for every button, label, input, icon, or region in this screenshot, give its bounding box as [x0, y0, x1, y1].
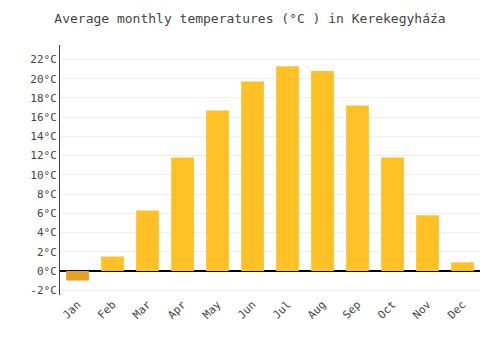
svg-text:18°C: 18°C [30, 92, 57, 105]
svg-text:Mar: Mar [130, 298, 154, 322]
svg-text:Oct: Oct [375, 298, 398, 321]
svg-text:22°C: 22°C [30, 53, 57, 66]
svg-text:10°C: 10°C [30, 169, 57, 182]
svg-text:8°C: 8°C [37, 188, 57, 201]
svg-text:20°C: 20°C [30, 73, 57, 86]
svg-text:16°C: 16°C [30, 111, 57, 124]
svg-text:2°C: 2°C [37, 246, 57, 259]
svg-text:Jun: Jun [235, 298, 258, 321]
svg-text:Jul: Jul [270, 298, 293, 321]
svg-text:4°C: 4°C [37, 226, 57, 239]
svg-text:May: May [200, 298, 224, 322]
svg-text:Average monthly temperatures (: Average monthly temperatures (°C ) in Ke… [54, 11, 445, 26]
svg-text:6°C: 6°C [37, 207, 57, 220]
svg-text:12°C: 12°C [30, 149, 57, 162]
svg-text:Sep: Sep [340, 298, 363, 321]
svg-text:Nov: Nov [410, 298, 434, 322]
svg-text:Jan: Jan [60, 298, 83, 321]
svg-text:-2°C: -2°C [30, 284, 57, 297]
svg-text:Feb: Feb [95, 298, 118, 321]
svg-text:Aug: Aug [305, 298, 328, 321]
svg-text:14°C: 14°C [30, 130, 57, 143]
svg-text:0°C: 0°C [37, 265, 57, 278]
svg-text:Apr: Apr [165, 298, 189, 322]
svg-text:Dec: Dec [445, 298, 468, 321]
